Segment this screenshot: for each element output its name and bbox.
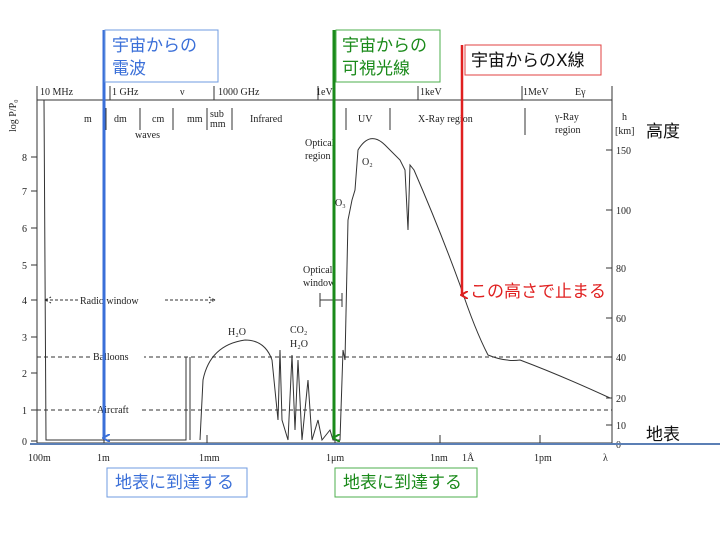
tick-label: 1eV — [316, 87, 333, 98]
top-ticks: 10 MHz 1 GHz ν 1000 GHz 1eV 1keV 1MeV Eγ — [40, 87, 586, 98]
band-label: UV — [358, 114, 373, 125]
band-label: region — [555, 125, 581, 136]
tick-label: 1 — [22, 406, 27, 417]
annotation: H₂O — [290, 339, 308, 350]
tick-label: 4 — [22, 296, 27, 307]
tick-label: 1MeV — [523, 87, 549, 98]
annotation: window — [303, 278, 336, 289]
callout-box — [335, 29, 441, 83]
callout-box — [104, 29, 219, 83]
tick-label: 10 — [616, 421, 626, 432]
annotation: region — [305, 151, 331, 162]
band-label: waves — [135, 130, 160, 141]
tick-label: λ — [603, 453, 608, 464]
callout-text: 宇宙からの — [112, 36, 197, 56]
right-axis-unit: [km] — [615, 126, 634, 137]
tick-label: 1Å — [462, 452, 475, 464]
band-dividers — [103, 86, 541, 443]
annotation: O₃ — [335, 198, 346, 209]
left-ticks: 8 7 6 5 4 3 2 1 0 — [22, 153, 37, 448]
band-label: γ-Ray — [554, 112, 579, 123]
tick-label: 1m — [97, 453, 110, 464]
tick-label: 20 — [616, 394, 626, 405]
ground-label: 地表 — [646, 425, 680, 445]
callout-text: 宇宙からの — [342, 36, 427, 56]
reach-box — [334, 467, 478, 498]
tick-label: 100 — [616, 206, 631, 217]
callout-box — [464, 44, 602, 76]
annotation: Radio window — [80, 296, 139, 307]
tick-label: 2 — [22, 369, 27, 380]
label-bg — [96, 404, 140, 416]
right-axis-label: h — [622, 112, 627, 123]
band-label: X-Ray region — [418, 114, 473, 125]
tick-label: ν — [180, 87, 185, 98]
xray-stop-label: この高さで止まる — [470, 282, 606, 302]
label-bg — [78, 294, 164, 306]
reach-text: 地表に到達する — [343, 473, 462, 493]
band-label: mm — [187, 114, 203, 125]
tick-label: 7 — [22, 187, 27, 198]
transmission-curve — [40, 99, 611, 442]
tick-label: Eγ — [575, 87, 586, 98]
bottom-ticks: 100m 1m 1mm 1μm 1nm 1Å 1pm λ — [28, 452, 608, 464]
tick-label: 0 — [22, 437, 27, 448]
tick-label: 1 GHz — [112, 87, 139, 98]
tick-label: 100m — [28, 453, 51, 464]
tick-label: 1μm — [326, 453, 344, 464]
callout-text: 宇宙からのX線 — [471, 51, 585, 71]
tick-label: 5 — [22, 261, 27, 272]
y-axis-label: log P/P₀ — [8, 99, 19, 132]
annotation: Optical — [305, 138, 335, 149]
tick-label: 1keV — [420, 87, 442, 98]
band-label: Infrared — [250, 114, 282, 125]
tick-label: 3 — [22, 333, 27, 344]
annotation: CO₂ — [290, 325, 307, 336]
callout-text: 可視光線 — [342, 59, 410, 79]
band-label: mm — [210, 119, 226, 130]
reach-text: 地表に到達する — [115, 473, 234, 493]
tick-label: 60 — [616, 314, 626, 325]
tick-label: 80 — [616, 264, 626, 275]
annotation: Optical — [303, 265, 333, 276]
altitude-label: 高度 — [646, 122, 680, 142]
tick-label: 1mm — [199, 453, 220, 464]
annotation: O₂ — [362, 157, 373, 168]
tick-label: 1pm — [534, 453, 552, 464]
band-label: sub — [210, 109, 224, 120]
band-label: m — [84, 114, 92, 125]
tick-label: 0 — [616, 440, 621, 451]
tick-label: 8 — [22, 153, 27, 164]
annotation: Balloons — [93, 352, 129, 363]
reach-box — [106, 467, 248, 498]
callout-text: 電波 — [112, 59, 146, 79]
tick-label: 10 MHz — [40, 87, 74, 98]
tick-label: 40 — [616, 353, 626, 364]
annotation: Aircraft — [97, 405, 129, 416]
annotation: H₂O — [228, 327, 246, 338]
tick-label: 6 — [22, 224, 27, 235]
tick-label: 150 — [616, 146, 631, 157]
band-label: dm — [114, 114, 127, 125]
tick-label: 1000 GHz — [218, 87, 260, 98]
tick-label: 1nm — [430, 453, 448, 464]
band-label: cm — [152, 114, 164, 125]
optical-window-marker — [319, 293, 343, 307]
